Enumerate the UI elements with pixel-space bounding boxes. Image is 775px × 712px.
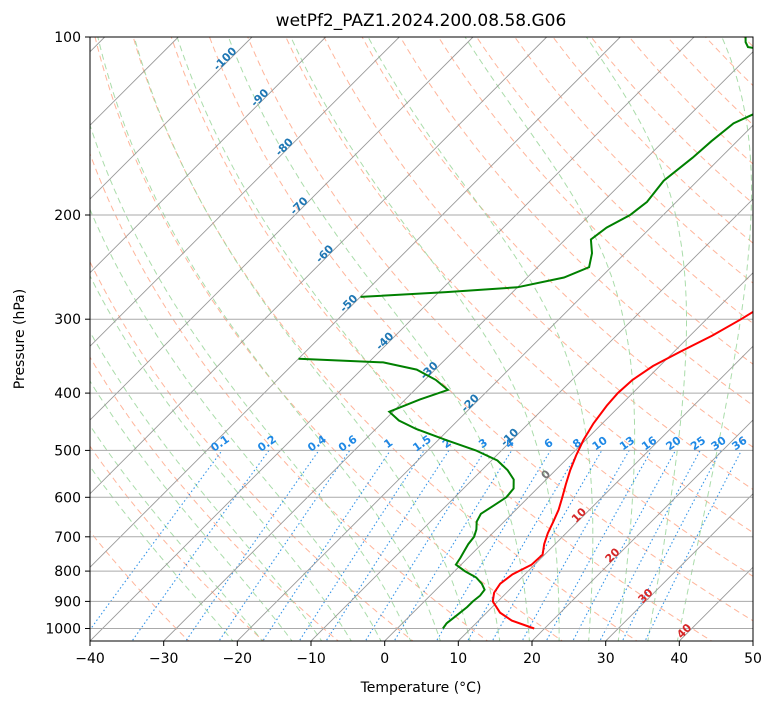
x-tick-label: −10 xyxy=(296,651,326,667)
x-tick-label: 50 xyxy=(744,651,762,667)
x-tick-label: 40 xyxy=(670,651,688,667)
y-tick-label: 900 xyxy=(54,594,81,610)
y-tick-label: 500 xyxy=(54,443,81,459)
x-tick-label: 30 xyxy=(597,651,615,667)
x-tick-label: 20 xyxy=(523,651,541,667)
x-tick-label: 0 xyxy=(380,651,389,667)
x-tick-label: 10 xyxy=(449,651,467,667)
y-tick-label: 1000 xyxy=(45,622,81,638)
x-tick-label: −30 xyxy=(149,651,179,667)
y-tick-label: 800 xyxy=(54,564,81,580)
y-tick-label: 200 xyxy=(54,208,81,224)
y-tick-label: 400 xyxy=(54,386,81,402)
y-tick-label: 700 xyxy=(54,530,81,546)
y-axis-label: Pressure (hPa) xyxy=(12,289,28,389)
x-axis-label: Temperature (°C) xyxy=(360,680,482,696)
x-tick-label: −40 xyxy=(75,651,105,667)
y-tick-label: 600 xyxy=(54,490,81,506)
y-tick-label: 300 xyxy=(54,312,81,328)
y-tick-label: 100 xyxy=(54,30,81,46)
x-tick-label: −20 xyxy=(223,651,253,667)
chart-title: wetPf2_PAZ1.2024.200.08.58.G06 xyxy=(276,11,567,31)
